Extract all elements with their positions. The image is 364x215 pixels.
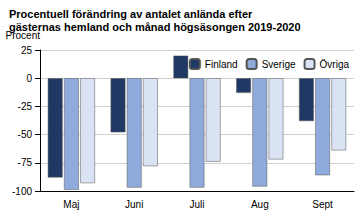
svg-text:Övriga: Övriga	[320, 59, 350, 70]
svg-text:-50: -50	[18, 129, 33, 140]
svg-text:Sept: Sept	[312, 199, 333, 210]
svg-text:Juli: Juli	[189, 199, 204, 210]
svg-text:Procentuell förändring av anta: Procentuell förändring av antalet anländ…	[9, 8, 253, 20]
svg-text:gästernas hemland och månad hö: gästernas hemland och månad högsäsongen …	[9, 21, 301, 33]
svg-text:Finland: Finland	[205, 59, 238, 70]
svg-text:Procent: Procent	[5, 29, 40, 41]
svg-text:0: 0	[26, 73, 32, 84]
svg-text:Aug: Aug	[251, 199, 269, 210]
svg-text:-25: -25	[18, 101, 33, 112]
svg-text:-100: -100	[12, 186, 32, 197]
svg-text:-75: -75	[18, 157, 33, 168]
svg-text:Juni: Juni	[125, 199, 143, 210]
svg-text:Sverige: Sverige	[262, 59, 296, 70]
svg-text:25: 25	[21, 45, 33, 56]
svg-text:Maj: Maj	[63, 199, 79, 210]
